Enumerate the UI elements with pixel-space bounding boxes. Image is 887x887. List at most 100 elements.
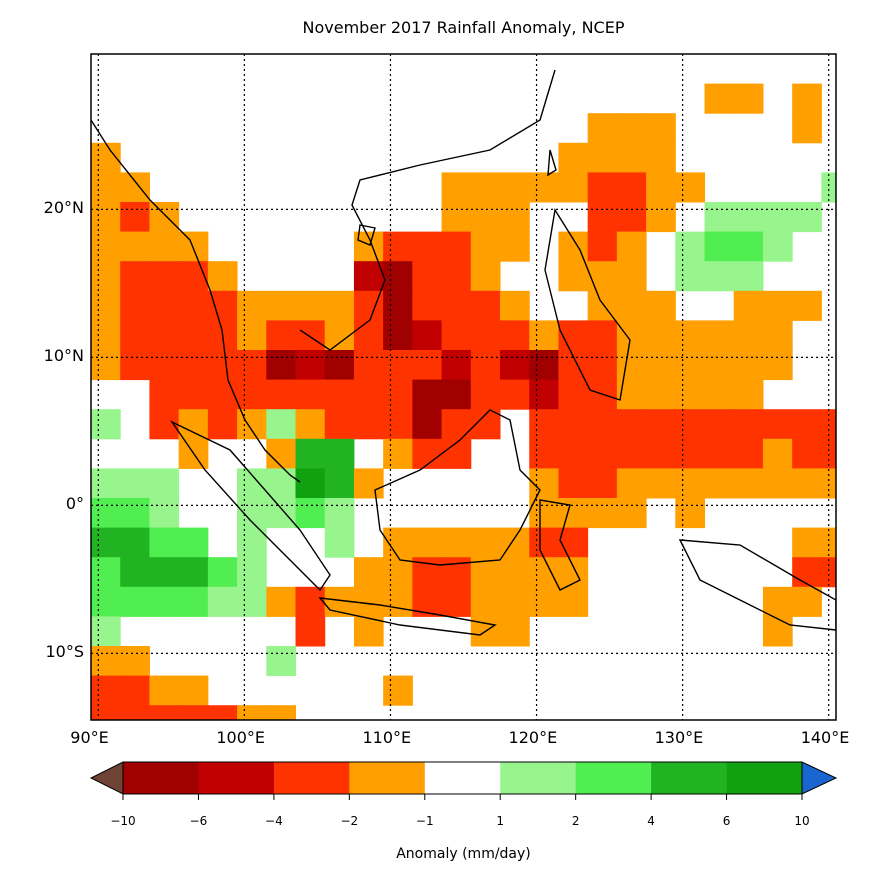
anomaly-cell (295, 379, 326, 410)
anomaly-cell (762, 290, 793, 321)
anomaly-cell (529, 557, 559, 588)
anomaly-cell (324, 409, 355, 440)
anomaly-cell (675, 231, 706, 262)
anomaly-cell (295, 616, 326, 647)
anomaly-cell (412, 261, 443, 292)
anomaly-cell (646, 172, 676, 203)
anomaly-cell (558, 557, 589, 588)
anomaly-cell (149, 586, 180, 617)
coastline-mainland (91, 69, 556, 483)
anomaly-cell (178, 409, 209, 440)
anomaly-cell (792, 113, 822, 144)
anomaly-cell (207, 705, 238, 720)
anomaly-cell (353, 261, 384, 292)
anomaly-cell (792, 438, 822, 469)
anomaly-cell (207, 409, 238, 440)
anomaly-cell (616, 142, 647, 173)
anomaly-cell (178, 231, 209, 262)
coastline-sulawesi (539, 499, 581, 591)
anomaly-cell (412, 320, 443, 351)
anomaly-cell (237, 557, 267, 588)
coastline-java (318, 597, 497, 636)
colorbar-segment (198, 762, 275, 794)
anomaly-cell (587, 172, 618, 203)
anomaly-cell (762, 409, 793, 440)
anomaly-cell (383, 261, 413, 292)
anomaly-cell (529, 438, 559, 469)
anomaly-cell (295, 409, 326, 440)
coastline-sumatra (169, 420, 331, 592)
anomaly-cell (646, 468, 676, 499)
anomaly-cell (412, 231, 443, 262)
anomaly-cell (383, 290, 413, 321)
anomaly-cell (558, 231, 589, 262)
anomaly-cell (237, 290, 267, 321)
anomaly-cell (120, 468, 150, 499)
anomaly-cells (91, 83, 836, 720)
anomaly-cell (383, 586, 413, 617)
anomaly-cell (733, 83, 764, 114)
anomaly-cell (266, 320, 297, 351)
anomaly-cell (178, 527, 209, 558)
anomaly-cell (120, 646, 150, 677)
coastline-philippines (544, 208, 631, 401)
colorbar-tick-label: −1 (415, 814, 434, 828)
anomaly-cell (762, 438, 793, 469)
anomaly-cell (91, 557, 121, 588)
colorbar-tick-label: −10 (110, 814, 136, 828)
anomaly-cell (616, 468, 647, 499)
anomaly-cell (383, 379, 413, 410)
anomaly-cell (295, 586, 326, 617)
anomaly-cell (821, 557, 836, 588)
anomaly-cell (120, 290, 150, 321)
anomaly-cell (704, 320, 735, 351)
colorbar-over-arrow (801, 761, 838, 795)
anomaly-cell (91, 616, 121, 647)
anomaly-cell (792, 83, 822, 114)
colorbar-tick-label: −2 (340, 814, 359, 828)
anomaly-cell (441, 350, 472, 381)
anomaly-cell (587, 498, 618, 529)
anomaly-cell (792, 290, 822, 321)
anomaly-cell (558, 409, 589, 440)
anomaly-cell (149, 498, 180, 529)
anomaly-cell (646, 202, 676, 233)
anomaly-cell (91, 586, 121, 617)
anomaly-cell (383, 557, 413, 588)
anomaly-cell (675, 438, 706, 469)
anomaly-cell (120, 498, 150, 529)
anomaly-cell (441, 290, 472, 321)
anomaly-cell (149, 379, 180, 410)
anomaly-cell (324, 438, 355, 469)
anomaly-cell (149, 527, 180, 558)
anomaly-cell (733, 320, 764, 351)
anomaly-cell (821, 438, 836, 469)
colorbar-tick-label: 2 (571, 814, 580, 828)
anomaly-cell (149, 202, 180, 233)
colorbar-segment (575, 762, 652, 794)
anomaly-cell (266, 646, 297, 677)
lat-label: 10°N (43, 346, 84, 366)
anomaly-cell (441, 586, 472, 617)
anomaly-cell (704, 468, 735, 499)
anomaly-cell (529, 409, 559, 440)
anomaly-cell (120, 527, 150, 558)
anomaly-cell (529, 172, 559, 203)
anomaly-cell (558, 527, 589, 558)
colorbar-tick-label: −6 (189, 814, 208, 828)
anomaly-cell (558, 438, 589, 469)
anomaly-cell (207, 290, 238, 321)
anomaly-cell (324, 468, 355, 499)
anomaly-cell (120, 231, 150, 262)
anomaly-cell (266, 409, 297, 440)
colorbar-segment (424, 762, 501, 794)
lon-label: 100°E (216, 728, 266, 747)
anomaly-cell (91, 350, 121, 381)
lon-label: 110°E (362, 728, 412, 747)
anomaly-cell (500, 350, 530, 381)
anomaly-cell (558, 379, 589, 410)
anomaly-cell (149, 231, 180, 262)
anomaly-cell (704, 409, 735, 440)
anomaly-cell (91, 409, 121, 440)
anomaly-cell (295, 320, 326, 351)
